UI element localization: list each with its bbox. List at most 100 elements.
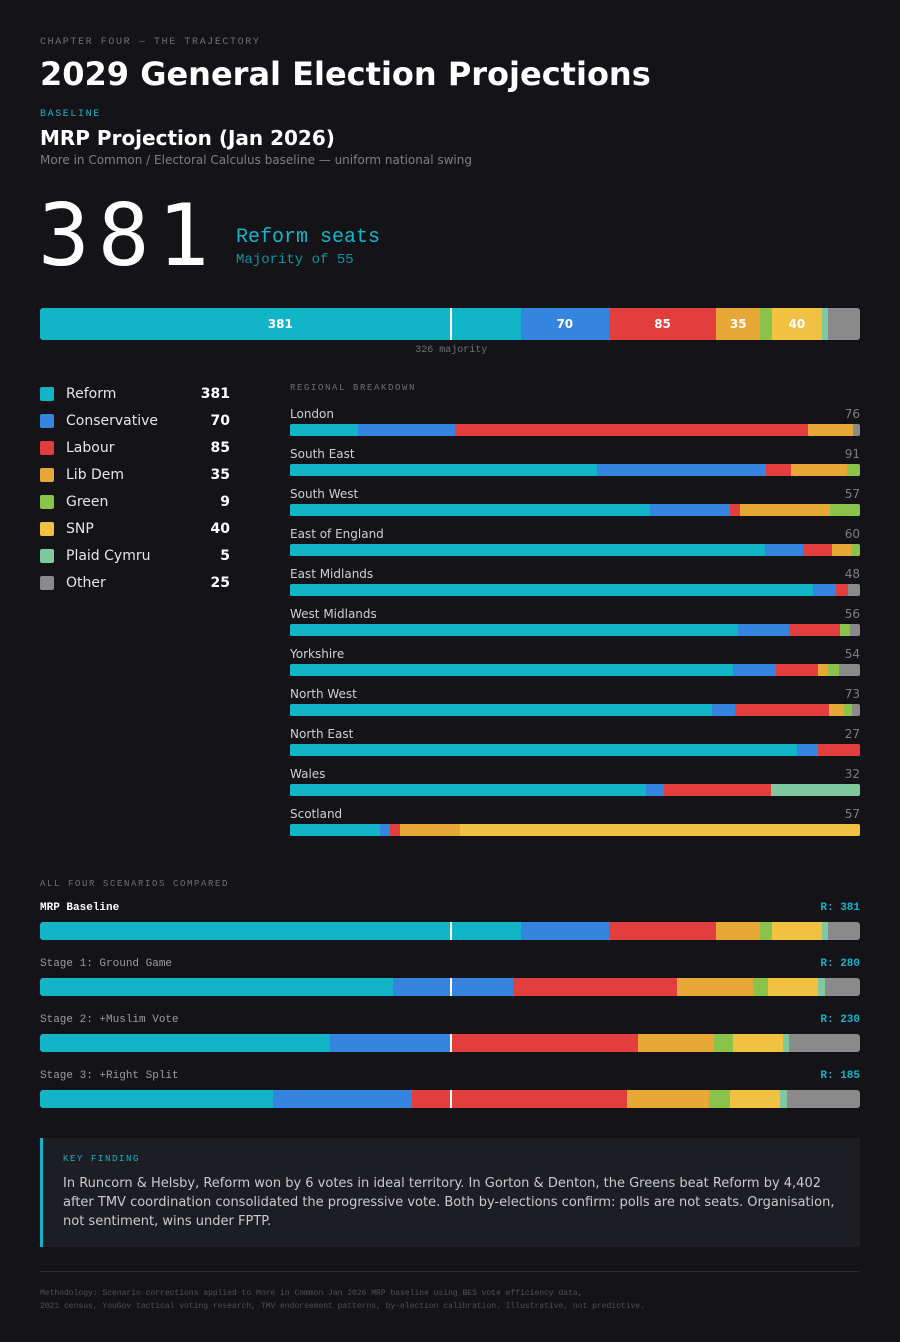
region-bar-segment-reform [290, 784, 647, 796]
region-bar [290, 824, 860, 836]
seat-bar-value-snp: 40 [788, 317, 806, 331]
region-bar [290, 544, 860, 556]
scenario-bar-segment-labour [451, 1034, 638, 1052]
regional-breakdown-chart: London 76 South East 91 South West 57 East of … [290, 404, 860, 844]
scenario-bar [40, 1034, 860, 1052]
region-row-south-east: South East 91 [290, 444, 860, 484]
methodology-note: Methodology: Scenario corrections applie… [40, 1287, 860, 1313]
legend-party-name: Lib Dem [66, 466, 125, 483]
region-bar-segment-conservative [357, 424, 455, 436]
region-name: East of England [290, 527, 384, 541]
region-seat-total: 48 [844, 567, 860, 581]
legend-item-green: Green 9 [40, 488, 230, 515]
reform-seat-count: 381 [38, 186, 218, 286]
legend-swatch [40, 467, 54, 482]
legend-party-name: Labour [66, 439, 115, 456]
footer-divider [40, 1271, 860, 1272]
region-seat-total: 57 [844, 807, 860, 821]
seat-distribution-bar: 381 70 85 35 40 [40, 308, 860, 340]
seat-bar-value-lib-dem: 35 [729, 317, 747, 331]
region-bar-segment-other [848, 584, 860, 596]
legend-seat-count: 70 [210, 412, 230, 429]
scenario-bar-segment-snp [767, 978, 819, 996]
scenario-bar-segment-labour [412, 1090, 627, 1108]
legend-item-lib-dem: Lib Dem 35 [40, 461, 230, 488]
scenario-name: Stage 1: Ground Game [40, 958, 173, 970]
scenario-bar-segment-conservative [520, 922, 609, 940]
region-bar-segment-labour [390, 824, 400, 836]
legend-item-reform: Reform 381 [40, 380, 230, 407]
scenario-bar-segment-reform [40, 1090, 274, 1108]
region-bar-segment-lib-dem [817, 664, 829, 676]
seat-bar-segment-snp: 40 [771, 308, 823, 340]
region-bar-segment-snp [460, 824, 860, 836]
region-bar-segment-reform [290, 744, 797, 756]
legend-seat-count: 25 [210, 574, 230, 591]
regional-breakdown-label: REGIONAL BREAKDOWN [290, 383, 417, 393]
region-seat-total: 56 [844, 607, 860, 621]
legend-party-name: Reform [66, 385, 117, 402]
region-row-scotland: Scotland 57 [290, 804, 860, 844]
region-row-north-east: North East 27 [290, 724, 860, 764]
reform-seats-caption: Reform seats [236, 226, 381, 249]
seat-bar-segment-green [760, 308, 772, 340]
scenario-bar-segment-green [752, 978, 768, 996]
region-bar-segment-labour [730, 504, 740, 516]
scenario-row-stage-2-muslim-vote: Stage 2: +Muslim Vote R: 230 [40, 1014, 860, 1070]
seat-bar-segment-lib-dem: 35 [716, 308, 761, 340]
region-bar-segment-reform [290, 544, 765, 556]
seat-bar-segment-labour: 85 [608, 308, 717, 340]
legend-swatch [40, 413, 54, 428]
scenario-reform-seats: R: 280 [820, 958, 860, 970]
legend-seat-count: 9 [220, 493, 230, 510]
region-seat-total: 60 [844, 527, 860, 541]
scenario-bar-segment-reform [40, 978, 394, 996]
region-bar-segment-reform [290, 704, 712, 716]
methodology-line: 2021 census, YouGov tactical voting rese… [40, 1302, 645, 1311]
region-name: North East [290, 727, 354, 741]
region-row-london: London 76 [290, 404, 860, 444]
scenario-bar-segment-lib-dem [626, 1090, 709, 1108]
region-bar [290, 504, 860, 516]
legend-party-name: SNP [66, 520, 94, 537]
scenario-reform-seats: R: 381 [820, 902, 860, 914]
scenario-bar [40, 922, 860, 940]
region-bar-segment-other [838, 664, 860, 676]
scenario-bar-segment-conservative [273, 1090, 413, 1108]
region-bar-segment-green [847, 464, 860, 476]
region-bar [290, 624, 860, 636]
region-seat-total: 32 [844, 767, 860, 781]
scenario-bar-segment-plaid-cymru [818, 978, 825, 996]
region-bar-segment-green [844, 704, 853, 716]
region-row-north-west: North West 73 [290, 684, 860, 724]
region-bar-segment-green [850, 544, 860, 556]
seat-bar-value-labour: 85 [654, 317, 671, 331]
legend-party-name: Other [66, 574, 106, 591]
scenario-row-stage-1-ground-game: Stage 1: Ground Game R: 280 [40, 958, 860, 1014]
region-bar [290, 464, 860, 476]
scenario-bar-segment-plaid-cymru [780, 1090, 787, 1108]
scenario-bar-segment-plaid-cymru [783, 1034, 790, 1052]
legend-item-snp: SNP 40 [40, 515, 230, 542]
region-name: Scotland [290, 807, 343, 821]
scenario-bar-segment-lib-dem [637, 1034, 714, 1052]
party-legend: Reform 381 Conservative 70 Labour 85 Lib Dem 35… [40, 380, 230, 596]
seat-bar-segment-plaid-cymru [822, 308, 829, 340]
region-name: Yorkshire [290, 647, 345, 661]
region-row-west-midlands: West Midlands 56 [290, 604, 860, 644]
scenario-bar-segment-snp [730, 1090, 781, 1108]
region-name: Wales [290, 767, 326, 781]
region-name: East Midlands [290, 567, 374, 581]
region-bar-segment-lib-dem [831, 544, 851, 556]
region-bar-segment-green [828, 664, 839, 676]
scenario-bar-segment-other [786, 1090, 860, 1108]
region-bar-segment-labour [836, 584, 849, 596]
legend-swatch [40, 494, 54, 509]
region-bar [290, 664, 860, 676]
region-name: West Midlands [290, 607, 377, 621]
scenario-row-mrp-baseline: MRP Baseline R: 381 [40, 902, 860, 958]
legend-item-labour: Labour 85 [40, 434, 230, 461]
legend-swatch [40, 548, 54, 563]
scenario-majority-line [450, 978, 453, 996]
seat-bar-segment-conservative: 70 [520, 308, 609, 340]
